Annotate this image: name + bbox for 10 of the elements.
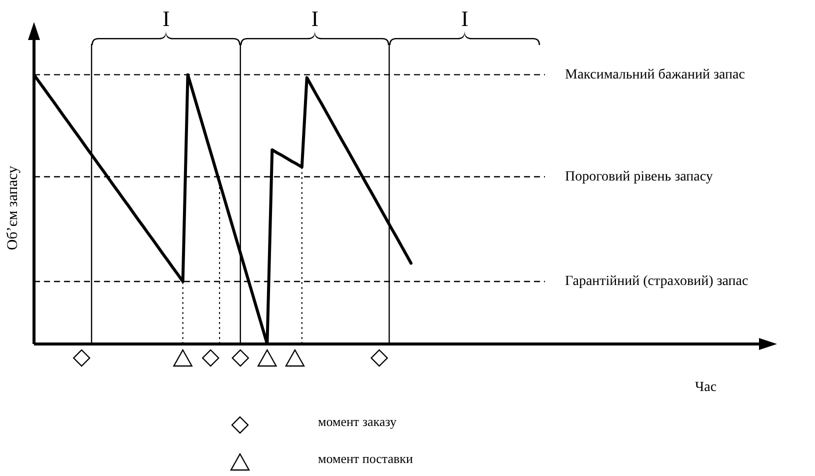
y-axis-title: Об’єм запасу <box>4 165 21 250</box>
text: момент поставки <box>318 451 413 467</box>
text: Час <box>695 380 717 396</box>
text: I <box>162 6 170 32</box>
text: I <box>311 6 319 32</box>
ref-line-label: Пороговий рівень запасу <box>565 169 713 184</box>
ref-line-label: Максимальний бажаний запас <box>565 67 745 82</box>
text: момент заказу <box>318 414 397 430</box>
ref-line-label: Гарантійний (страховий) запас <box>565 274 748 290</box>
text: I <box>461 6 468 32</box>
